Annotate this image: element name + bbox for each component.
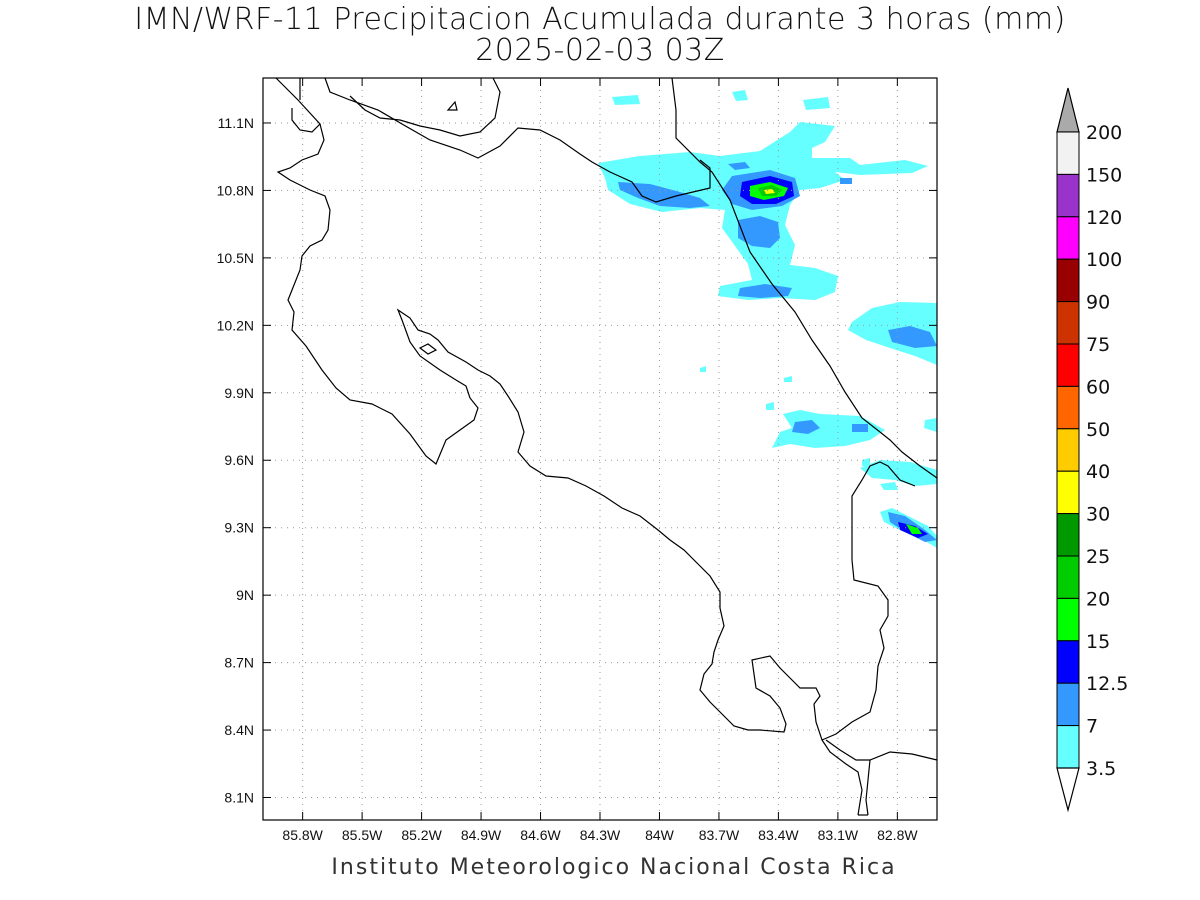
colorbar-label: 15 [1086,631,1110,653]
y-tick-label: 9N [236,587,254,603]
y-tick-label: 8.7N [224,655,254,671]
axis-ticks: 85.8W 85.5W 85.2W 84.9W 84.6W 84.3W 84W 83.7W 83… [217,78,937,843]
colorbar-label: 120 [1086,207,1122,229]
colorbar-label: 3.5 [1086,758,1116,780]
x-tick-label: 85.2W [401,827,442,843]
colorbar-swatch [1056,131,1080,175]
coastline [275,77,938,816]
colorbar-label: 75 [1086,334,1110,356]
y-tick-label: 10.8N [217,182,254,198]
colorbar-swatch [1056,597,1080,642]
colorbar-label: 150 [1086,164,1122,186]
colorbar: 200 150 120 100 90 75 60 50 40 30 25 20 15 12.5 7 3.5 [1056,87,1128,813]
colorbar-label: 40 [1086,461,1110,483]
y-tick-label: 9.9N [224,385,254,401]
x-tick-label: 84.9W [461,827,502,843]
colorbar-swatch [1056,258,1080,303]
y-tick-label: 9.3N [224,520,254,536]
y-tick-label: 10.5N [217,250,254,266]
x-tick-label: 85.5W [342,827,383,843]
colorbar-swatch [1056,682,1080,727]
x-tick-label: 83.1W [818,827,859,843]
colorbar-swatch [1056,385,1080,430]
colorbar-label: 7 [1086,716,1098,738]
colorbar-swatch [1056,513,1080,557]
x-tick-label: 83.7W [699,827,740,843]
x-tick-label: 83.4W [758,827,799,843]
colorbar-label: 50 [1086,419,1110,441]
x-tick-label: 84W [645,827,675,843]
colorbar-min-triangle [1056,767,1080,813]
colorbar-label: 200 [1086,122,1122,144]
colorbar-swatch [1056,216,1080,260]
colorbar-label: 25 [1086,546,1110,568]
y-tick-label: 8.4N [224,722,254,738]
colorbar-label: 20 [1086,588,1110,610]
x-tick-label: 84.3W [580,827,621,843]
colorbar-swatch [1056,301,1080,345]
institution-credit: Instituto Meteorologico Nacional Costa R… [331,855,897,880]
y-tick-label: 11.1N [218,115,254,131]
colorbar-swatch [1056,173,1080,218]
colorbar-swatch [1056,725,1080,769]
x-tick-label: 82.8W [877,827,918,843]
colorbar-swatch [1056,555,1080,599]
lat-lon-grid [263,78,937,820]
y-tick-label: 10.2N [217,317,254,333]
colorbar-label: 60 [1086,376,1110,398]
colorbar-label: 100 [1086,249,1122,271]
colorbar-label: 30 [1086,504,1110,526]
x-tick-label: 85.8W [282,827,323,843]
precip-40mm-core [764,189,775,194]
colorbar-swatch [1056,640,1080,684]
colorbar-swatch [1056,343,1080,387]
colorbar-label: 90 [1086,292,1110,314]
y-tick-label: 8.1N [224,790,254,806]
colorbar-swatch [1056,428,1080,472]
colorbar-swatch [1056,470,1080,515]
x-tick-label: 84.6W [520,827,561,843]
map-datetime: 2025-02-03 03Z [475,33,725,68]
colorbar-label: 12.5 [1086,673,1128,695]
map-title: IMN/WRF-11 Precipitacion Acumulada duran… [134,2,1066,37]
y-tick-label: 9.6N [224,452,254,468]
colorbar-max-triangle [1056,87,1080,133]
